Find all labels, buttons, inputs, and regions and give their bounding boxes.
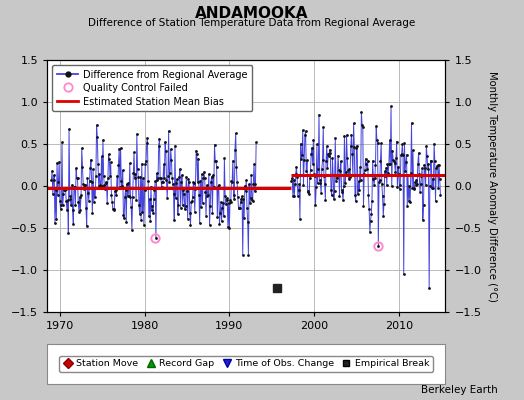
Text: ANDAMOOKA: ANDAMOOKA (195, 6, 308, 21)
Text: Difference of Station Temperature Data from Regional Average: Difference of Station Temperature Data f… (88, 18, 415, 28)
Text: Berkeley Earth: Berkeley Earth (421, 385, 498, 395)
Y-axis label: Monthly Temperature Anomaly Difference (°C): Monthly Temperature Anomaly Difference (… (487, 70, 497, 302)
Legend: Station Move, Record Gap, Time of Obs. Change, Empirical Break: Station Move, Record Gap, Time of Obs. C… (59, 356, 433, 372)
FancyBboxPatch shape (47, 344, 445, 384)
Legend: Difference from Regional Average, Quality Control Failed, Estimated Station Mean: Difference from Regional Average, Qualit… (52, 65, 253, 111)
